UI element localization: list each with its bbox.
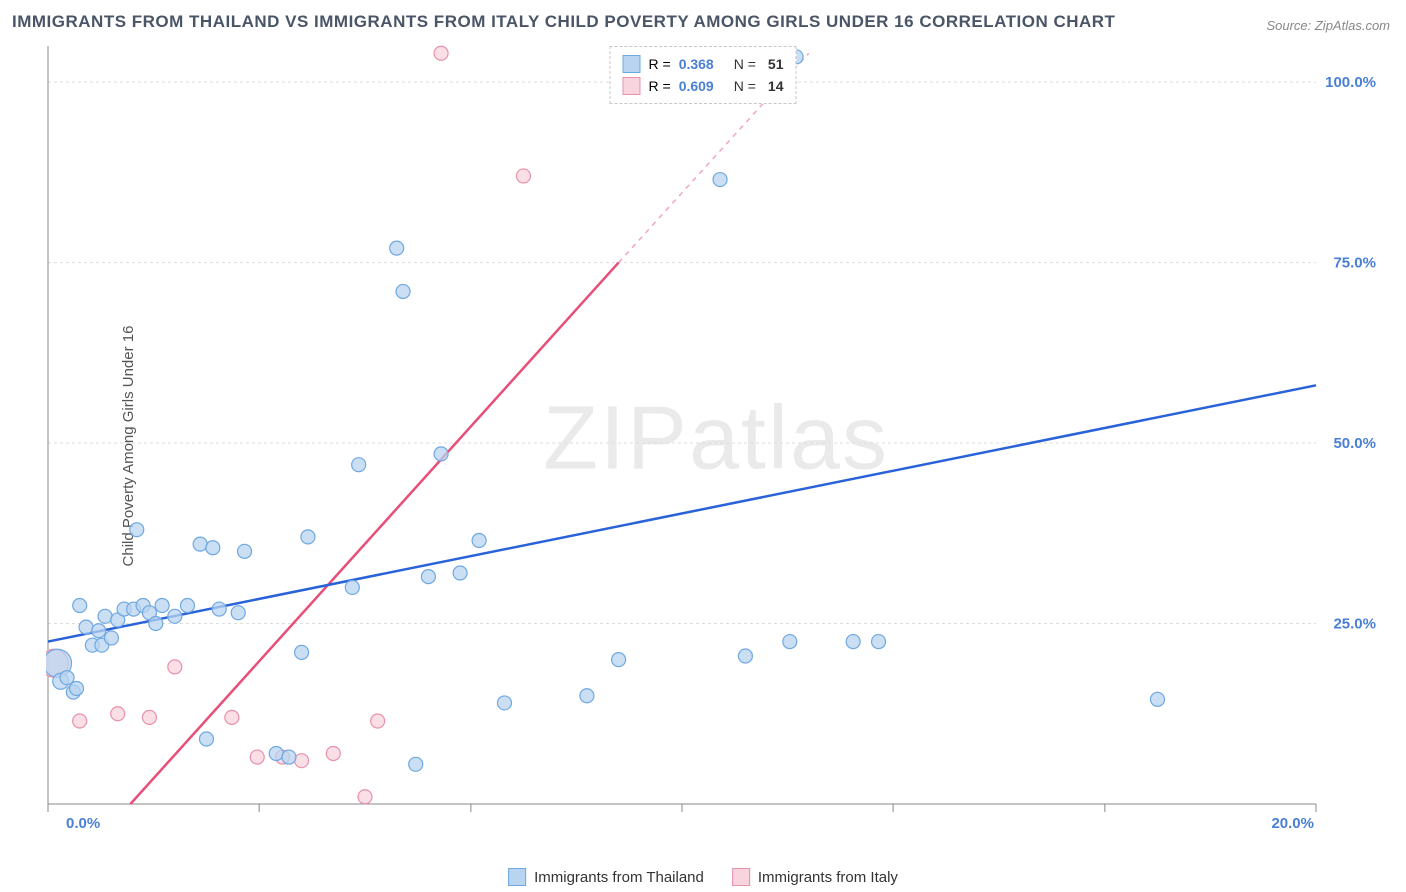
svg-text:50.0%: 50.0%: [1333, 435, 1376, 452]
swatch-italy-icon: [732, 868, 750, 886]
legend-label-thailand: Immigrants from Thailand: [534, 869, 704, 886]
r-label: R =: [649, 56, 671, 72]
series-legend: Immigrants from Thailand Immigrants from…: [508, 868, 898, 886]
chart-svg: 25.0% 50.0% 75.0% 100.0% 0.0% 20.0%: [46, 44, 1386, 834]
correlation-legend: R = 0.368 N = 51 R = 0.609 N = 14: [610, 46, 797, 104]
n-value-thailand: 51: [768, 56, 784, 72]
n-value-italy: 14: [768, 78, 784, 94]
legend-item-italy: Immigrants from Italy: [732, 868, 898, 886]
svg-text:75.0%: 75.0%: [1333, 255, 1376, 272]
chart-title: IMMIGRANTS FROM THAILAND VS IMMIGRANTS F…: [12, 12, 1115, 32]
n-label: N =: [734, 78, 756, 94]
r-value-italy: 0.609: [679, 78, 714, 94]
legend-label-italy: Immigrants from Italy: [758, 869, 898, 886]
r-label: R =: [649, 78, 671, 94]
svg-text:25.0%: 25.0%: [1333, 616, 1376, 633]
svg-text:20.0%: 20.0%: [1271, 815, 1314, 832]
legend-item-thailand: Immigrants from Thailand: [508, 868, 704, 886]
legend-row-thailand: R = 0.368 N = 51: [623, 53, 784, 75]
r-value-thailand: 0.368: [679, 56, 714, 72]
legend-row-italy: R = 0.609 N = 14: [623, 75, 784, 97]
plot-area: ZIPatlas 25.0%50.0%75.0%100.0%0.0%20.0%: [46, 44, 1386, 834]
swatch-thailand-icon: [623, 55, 641, 73]
swatch-thailand-icon: [508, 868, 526, 886]
source-attribution: Source: ZipAtlas.com: [1266, 18, 1390, 33]
svg-text:100.0%: 100.0%: [1325, 74, 1376, 91]
svg-text:0.0%: 0.0%: [66, 815, 100, 832]
swatch-italy-icon: [623, 77, 641, 95]
n-label: N =: [734, 56, 756, 72]
